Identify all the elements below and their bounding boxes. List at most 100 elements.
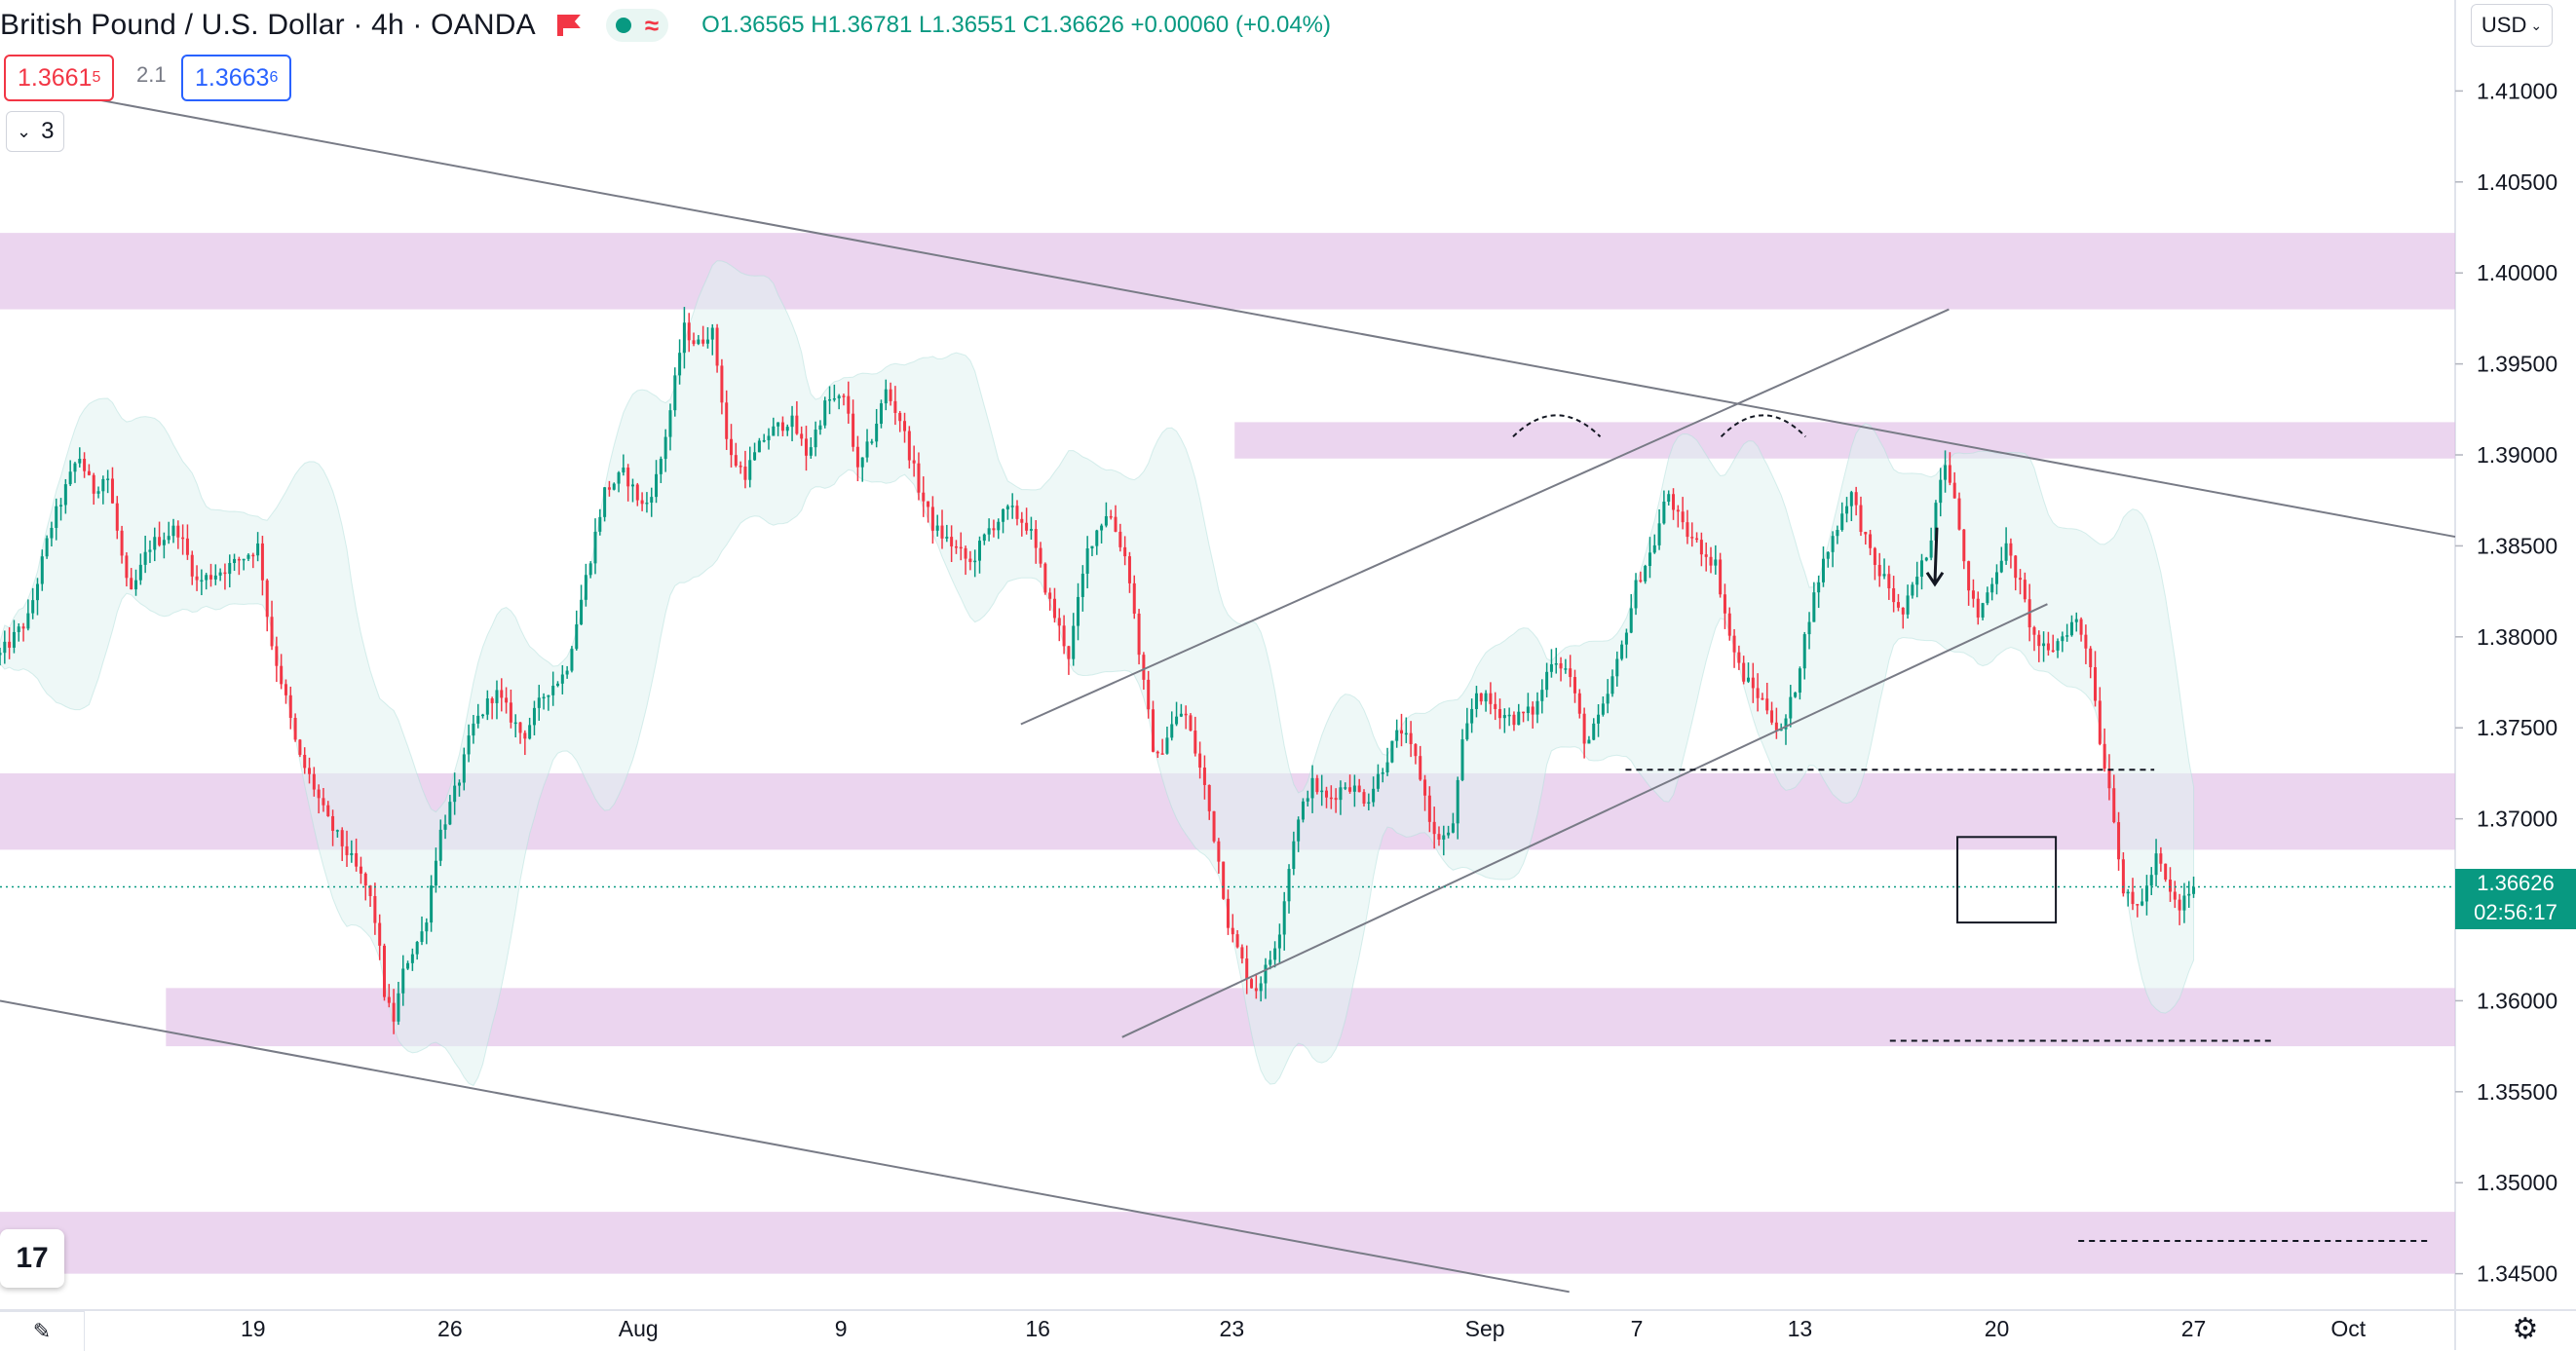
candle-body xyxy=(443,824,447,830)
candle-body xyxy=(668,410,672,437)
candle-body xyxy=(1971,590,1975,599)
candle-body xyxy=(2131,891,2135,905)
candle-body xyxy=(1029,529,1033,531)
candle-body xyxy=(162,540,166,545)
candle-body xyxy=(1774,722,1778,731)
candle-body xyxy=(481,714,485,717)
candle-body xyxy=(1719,559,1723,595)
candle-body xyxy=(1385,762,1389,773)
candle-body xyxy=(406,962,410,969)
candle-body xyxy=(2121,859,2125,894)
gear-icon[interactable]: ⚙ xyxy=(2512,1312,2539,1345)
candle-body xyxy=(757,440,761,453)
candle-body xyxy=(1460,739,1464,780)
flag-icon[interactable] xyxy=(556,15,581,36)
ohlc-values: O1.36565 H1.36781 L1.36551 C1.36626 +0.0… xyxy=(701,12,1331,38)
candle-body xyxy=(912,460,916,464)
candle-body xyxy=(1132,582,1136,614)
pen-icon[interactable]: ✎ xyxy=(0,1311,85,1351)
candle-body xyxy=(1114,516,1118,532)
consolidation-box xyxy=(1956,836,2058,924)
candle-body xyxy=(1807,621,1811,635)
candle-body xyxy=(743,467,747,480)
y-tick-label: 1.40500 xyxy=(2477,169,2557,195)
candle-body xyxy=(55,506,58,528)
candle-body xyxy=(438,829,442,861)
buy-price-button[interactable]: 1.3663 6 xyxy=(181,55,292,101)
candle-body xyxy=(1882,574,1886,577)
candle-body xyxy=(898,412,902,422)
candle-body xyxy=(495,690,499,703)
candle-body xyxy=(1339,787,1343,801)
candle-body xyxy=(1442,835,1446,840)
candle-body xyxy=(1301,801,1305,820)
candle-body xyxy=(580,599,584,625)
candle-body xyxy=(1737,652,1741,663)
candle-body xyxy=(1849,492,1853,507)
candle-body xyxy=(1287,869,1291,902)
candle-body xyxy=(1676,509,1680,512)
candle-body xyxy=(678,353,682,376)
candle-body xyxy=(2192,886,2196,894)
candle-body xyxy=(1451,823,1455,833)
candle-body xyxy=(767,435,771,440)
candle-body xyxy=(138,564,142,581)
market-status-pill[interactable]: ≈ xyxy=(605,9,669,42)
currency-select[interactable]: USD ⌄ xyxy=(2471,4,2553,47)
candle-body xyxy=(167,536,170,541)
candle-body xyxy=(500,690,504,698)
pattern-arc xyxy=(1512,414,1602,438)
buy-price-pip: 6 xyxy=(269,69,279,86)
symbol-title[interactable]: British Pound / U.S. Dollar · 4h · OANDA xyxy=(0,9,536,41)
candle-body xyxy=(1877,564,1881,577)
candle-body xyxy=(893,400,897,413)
candle-body xyxy=(378,922,382,946)
candle-body xyxy=(284,684,287,695)
candle-body xyxy=(705,339,709,344)
candle-body xyxy=(2084,634,2088,649)
candle-body xyxy=(1826,551,1830,559)
x-tick-label: 20 xyxy=(1985,1316,2010,1341)
candle-body xyxy=(1320,790,1324,793)
candle-body xyxy=(12,631,16,648)
candle-body xyxy=(842,395,846,397)
candle-body xyxy=(1376,773,1380,789)
candle-body xyxy=(860,457,864,468)
candle-body xyxy=(2107,769,2111,789)
y-tick-label: 1.36000 xyxy=(2477,988,2557,1013)
candle-body xyxy=(1362,792,1366,805)
candle-body xyxy=(1344,787,1347,789)
candle-body xyxy=(298,739,302,755)
candle-body xyxy=(1409,732,1413,744)
candle-body xyxy=(542,696,546,699)
candle-body xyxy=(92,474,95,494)
candle-body xyxy=(1732,635,1736,653)
indicators-toggle[interactable]: ⌄ 3 xyxy=(6,111,65,152)
candle-body xyxy=(1207,784,1211,811)
candle-body xyxy=(1002,508,1005,522)
candle-body xyxy=(1644,566,1648,582)
candle-body xyxy=(1770,710,1774,723)
candle-body xyxy=(63,484,67,506)
candle-body xyxy=(2159,853,2163,864)
candle-body xyxy=(1235,934,1239,948)
candle-body xyxy=(1761,697,1764,700)
candle-body xyxy=(59,505,63,507)
candle-body xyxy=(457,782,461,786)
candle-body xyxy=(1100,525,1104,531)
x-tick-label: 19 xyxy=(241,1316,266,1341)
candle-body xyxy=(363,873,367,886)
tradingview-logo-icon[interactable]: 17 xyxy=(0,1229,64,1288)
candle-body xyxy=(1142,655,1146,680)
candle-body xyxy=(317,789,321,799)
candle-body xyxy=(518,722,522,733)
candle-body xyxy=(1662,502,1666,524)
sell-price-button[interactable]: 1.3661 5 xyxy=(4,55,115,101)
candle-body xyxy=(420,931,424,943)
candle-body xyxy=(472,723,475,736)
candle-body xyxy=(1348,787,1352,792)
candle-body xyxy=(1859,505,1863,533)
candle-body xyxy=(237,558,241,561)
